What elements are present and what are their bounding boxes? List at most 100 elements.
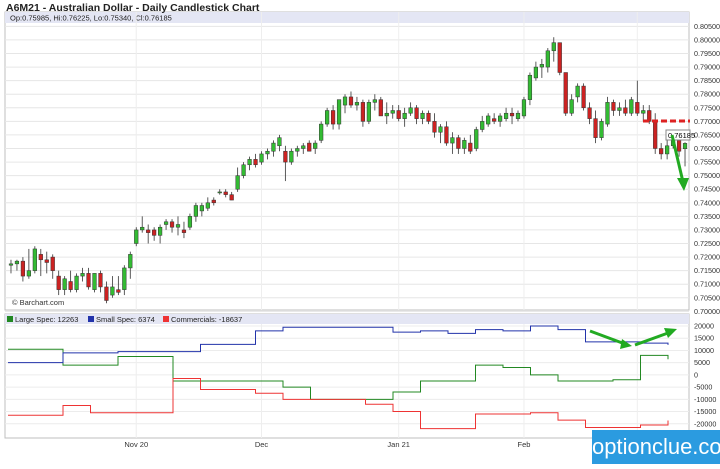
candle-body: [468, 142, 473, 152]
candle-body: [14, 260, 20, 265]
candle-body: [128, 254, 133, 269]
candle-body: [486, 115, 491, 125]
candle-body: [617, 107, 622, 111]
candle-body: [241, 164, 246, 176]
commercials-line: [8, 378, 669, 430]
candle-body: [330, 110, 336, 125]
candle-body: [140, 226, 145, 231]
cot-tick-label: 10000: [694, 346, 714, 355]
candle-body: [444, 126, 449, 144]
price-tick-label: 0.76000: [694, 144, 720, 153]
candle-body: [32, 248, 37, 271]
candle-body: [533, 66, 538, 79]
candle-body: [438, 126, 443, 133]
cot-arrow-icon-2: [664, 328, 677, 338]
cot-tick-label: -5000: [694, 383, 712, 392]
down-arrow-icon: [677, 178, 689, 191]
candle-body: [611, 102, 616, 111]
x-axis-label: Nov 20: [124, 440, 148, 449]
candle-body: [50, 256, 55, 271]
candle-body: [342, 96, 348, 106]
large-spec-line: [8, 348, 669, 400]
cot-arrow-shaft-1: [589, 329, 626, 346]
candle-body: [187, 216, 193, 228]
candle-body: [557, 42, 562, 73]
price-tick-label: 0.78500: [694, 76, 720, 85]
candle-body: [283, 150, 288, 163]
candles: [8, 37, 688, 304]
candle-body: [86, 273, 91, 288]
candle-body: [509, 112, 515, 117]
candle-body: [158, 226, 163, 236]
candle-body: [169, 221, 175, 228]
candle-body: [295, 148, 300, 152]
candle-body: [390, 110, 395, 114]
candle-body: [235, 175, 240, 190]
candle-body: [581, 85, 586, 109]
cot-arrow-icon-1: [620, 339, 632, 349]
candle-body: [623, 107, 628, 114]
last-price-label: 0.76185: [668, 131, 695, 140]
candle-body: [348, 96, 354, 106]
candle-body: [551, 42, 556, 52]
price-tick-label: 0.75000: [694, 171, 720, 180]
candle-body: [92, 273, 97, 290]
cot-arrow-shaft-2: [634, 331, 669, 347]
candle-body: [432, 121, 437, 133]
cot-tick-label: 15000: [694, 334, 714, 343]
down-arrow-shaft: [670, 134, 685, 183]
candle-body: [56, 275, 61, 290]
candle-body: [319, 123, 324, 141]
candle-body: [163, 221, 169, 225]
price-tick-label: 0.72500: [694, 239, 720, 248]
candle-body: [152, 229, 157, 236]
candle-body: [665, 145, 670, 155]
candle-body: [653, 121, 658, 149]
candle-body: [277, 137, 282, 147]
candle-body: [408, 107, 413, 114]
candle-body: [641, 110, 646, 114]
candle-body: [38, 254, 43, 261]
candle-body: [199, 205, 204, 212]
candle-body: [181, 229, 187, 233]
price-tick-label: 0.73000: [694, 225, 720, 234]
candle-body: [402, 112, 407, 119]
price-axis: 0.80500 0.80000 0.79500 0.79000 0.78500 0.780…: [694, 22, 720, 316]
commercials-swatch: [163, 316, 169, 322]
x-axis-label: Jan 21: [387, 440, 410, 449]
price-tick-label: 0.75500: [694, 158, 720, 167]
candle-body: [450, 137, 455, 144]
price-tick-label: 0.71000: [694, 280, 720, 289]
candle-body: [545, 50, 550, 68]
candle-body: [605, 102, 610, 125]
chart-title: A6M21 - Australian Dollar - Daily Candle…: [6, 2, 260, 14]
candle-body: [134, 229, 139, 244]
candle-body: [563, 72, 568, 114]
price-tick-label: 0.72000: [694, 253, 720, 262]
candle-body: [659, 148, 664, 155]
candle-body: [146, 229, 151, 233]
candle-body: [205, 202, 210, 209]
cot-panel: [4, 313, 690, 439]
cot-tick-label: 20000: [694, 322, 714, 331]
candle-body: [515, 112, 521, 119]
candle-body: [175, 224, 181, 228]
candle-body: [521, 99, 527, 117]
candle-body: [313, 142, 318, 149]
candle-body: [74, 275, 79, 290]
candle-body: [503, 112, 509, 119]
candle-body: [325, 110, 330, 125]
candle-body: [647, 110, 652, 122]
candle-body: [98, 273, 103, 288]
candle-body: [420, 112, 425, 119]
candle-body: [289, 150, 294, 163]
candle-body: [682, 143, 688, 150]
small-spec-legend: Small Spec: 6374: [96, 315, 155, 324]
candle-body: [116, 289, 121, 293]
brand-banner[interactable]: optionclue.com: [592, 430, 720, 464]
candle-body: [360, 102, 366, 122]
cot-tick-label: 5000: [694, 358, 710, 367]
candle-body: [462, 140, 467, 149]
price-tick-label: 0.77500: [694, 103, 720, 112]
